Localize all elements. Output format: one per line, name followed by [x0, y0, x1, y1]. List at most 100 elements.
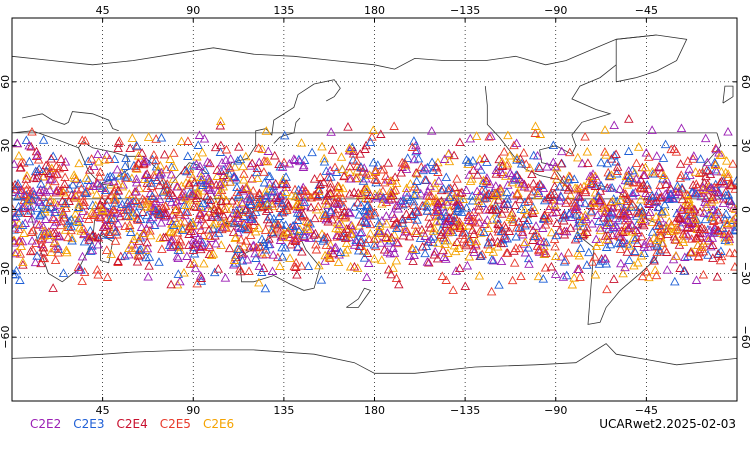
observation-marker [93, 156, 104, 166]
observation-marker [337, 221, 348, 230]
observation-marker [683, 190, 693, 200]
observation-marker [31, 146, 42, 156]
observation-marker [536, 236, 546, 245]
observation-marker [317, 141, 327, 151]
y-tick-label-right: 0 [739, 206, 750, 213]
x-tick-label-bottom: 180 [364, 404, 385, 417]
observation-marker [370, 166, 381, 175]
observation-marker [679, 266, 689, 275]
observation-marker [190, 263, 201, 273]
observation-marker [267, 186, 277, 196]
observation-marker [570, 202, 581, 212]
observation-marker [106, 249, 116, 258]
observation-marker [12, 191, 23, 201]
observation-marker [166, 236, 176, 246]
observation-marker [726, 180, 737, 190]
observation-marker [215, 147, 226, 156]
observation-marker [83, 156, 93, 165]
observation-marker [463, 157, 474, 166]
observation-marker [497, 157, 507, 166]
observation-marker [376, 164, 386, 174]
observation-marker [285, 253, 295, 262]
observation-marker [27, 235, 37, 245]
observation-marker [641, 266, 652, 276]
observation-marker [653, 186, 664, 196]
observation-marker [403, 214, 414, 223]
observation-marker [109, 195, 120, 204]
observation-marker [194, 130, 205, 139]
observation-marker [192, 151, 202, 161]
observation-marker [77, 251, 88, 261]
observation-marker [36, 234, 47, 244]
observation-marker [318, 177, 329, 187]
observation-marker [464, 170, 475, 179]
observation-marker [66, 190, 77, 199]
observation-marker [439, 154, 450, 163]
observation-marker [282, 205, 292, 214]
observation-marker [245, 212, 256, 221]
observation-marker [150, 155, 161, 165]
observation-marker [330, 197, 340, 207]
observation-marker [62, 247, 72, 257]
observation-marker [389, 248, 400, 257]
observation-marker [708, 216, 719, 225]
observation-marker [509, 140, 519, 150]
observation-marker [701, 202, 712, 212]
observation-marker [514, 243, 525, 253]
observation-marker [360, 215, 370, 225]
observation-marker [515, 194, 525, 204]
observation-marker [677, 205, 688, 215]
observation-marker [332, 232, 342, 241]
observation-marker [410, 220, 421, 229]
observation-marker [126, 239, 137, 249]
coastline-7 [126, 79, 341, 209]
observation-marker [582, 222, 592, 232]
observation-marker [74, 158, 84, 168]
observation-marker [45, 185, 55, 194]
observation-marker [637, 271, 648, 281]
observation-marker [424, 257, 434, 267]
observation-marker [205, 158, 215, 168]
observation-marker [569, 273, 579, 282]
observation-marker [682, 222, 693, 231]
observation-marker [514, 216, 524, 226]
observation-marker [127, 245, 137, 254]
observation-marker [229, 217, 240, 227]
observation-marker [334, 182, 344, 191]
observation-marker [375, 221, 385, 230]
observation-marker [413, 153, 424, 163]
observation-marker [699, 224, 710, 233]
observation-marker [135, 214, 146, 224]
observation-marker [206, 179, 217, 189]
observation-marker [470, 217, 480, 227]
observation-marker [612, 168, 622, 178]
observation-marker [492, 187, 503, 197]
observation-marker [533, 271, 544, 281]
observation-marker [730, 261, 737, 271]
observation-marker [334, 219, 345, 229]
observation-marker [672, 181, 683, 190]
observation-marker [628, 177, 638, 187]
observation-marker [584, 247, 594, 257]
observation-marker [13, 178, 23, 188]
observation-marker [320, 209, 331, 218]
observation-marker [303, 224, 313, 234]
observation-marker [94, 171, 105, 181]
observation-marker [151, 196, 162, 206]
observation-marker [83, 175, 94, 184]
observation-marker [196, 225, 206, 234]
observation-marker [137, 148, 147, 157]
observation-marker [134, 236, 144, 245]
y-tick-label-left: 30 [0, 139, 12, 153]
observation-marker [690, 167, 701, 176]
y-tick-label-left: 0 [0, 206, 12, 213]
observation-marker [319, 156, 330, 166]
observation-marker [600, 208, 610, 217]
observation-marker [112, 164, 123, 174]
observation-marker [344, 143, 355, 153]
observation-marker [107, 214, 117, 223]
observation-marker [582, 260, 592, 269]
observation-marker [295, 210, 305, 220]
observation-marker [391, 223, 402, 232]
observation-marker [341, 224, 352, 233]
